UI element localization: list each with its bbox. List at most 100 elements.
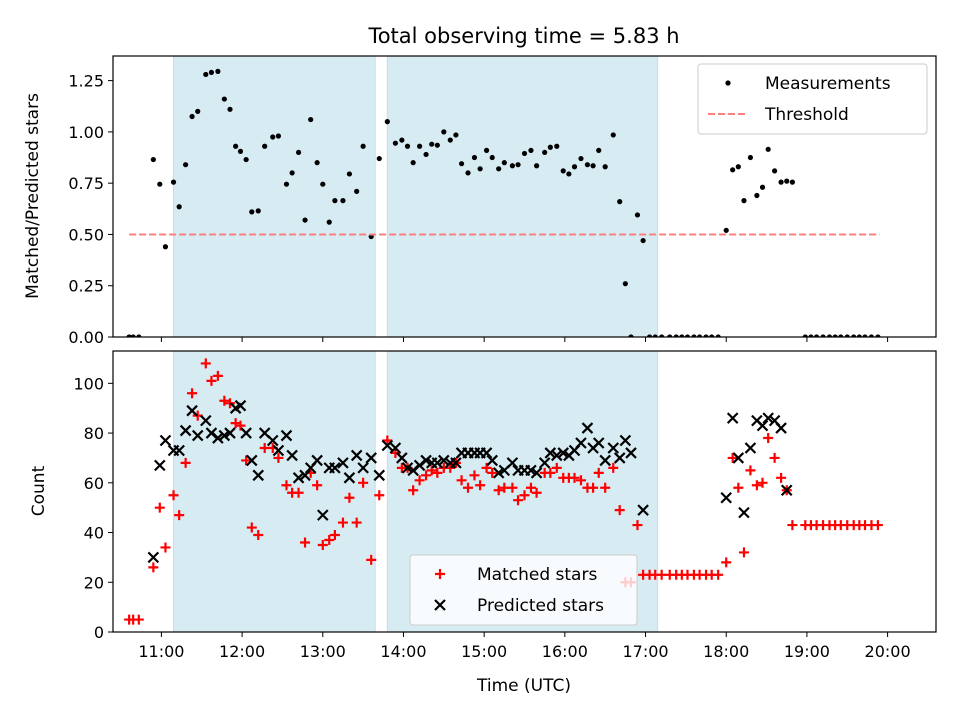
bottom-y-tick-label: 60 [84,474,104,493]
matched-star-marker [300,537,311,548]
measurement-point [314,160,320,166]
measurement-point [602,164,608,170]
top-axes-frame [112,55,937,338]
matched-star-marker [212,370,223,381]
measurement-point [289,170,295,176]
measurement-point [262,143,268,149]
predicted-star-marker [486,454,499,467]
measurement-point [542,149,548,156]
top-legend-box [697,63,928,135]
predicted-star-marker [299,469,311,482]
measurement-point [295,149,302,156]
predicted-star-marker [240,427,252,439]
predicted-star-marker [154,459,166,472]
predicted-star-marker [431,457,444,469]
measurement-point [521,150,528,157]
measurement-point [778,179,784,185]
measurement-point [566,171,572,177]
x-tick-label: 16:00 [542,642,588,661]
matched-star-marker [351,517,362,528]
top-y-axis-label: Matched/Predicted stars [23,93,43,299]
measurement-point [434,142,440,148]
bottom-legend: Matched stars Predicted stars [409,554,638,626]
measurement-point [730,167,736,173]
bottom-y-tick-label: 100 [73,374,104,393]
matched-star-marker [608,462,619,473]
measurement-point [735,164,741,170]
measurement-point [170,179,177,185]
matched-star-marker [493,485,504,496]
measurement-point [808,334,814,337]
bottom-y-axis-label: Count [29,465,49,516]
top-y-tick-label: 0.50 [68,225,104,244]
measurement-point [477,166,483,172]
measurement-point [802,334,808,337]
predicted-star-marker [438,454,450,467]
bottom-y-tick-label: 20 [84,573,104,592]
predicted-star-marker [544,447,557,459]
matched-star-marker [525,482,536,493]
measurement-point [326,219,332,225]
measurement-point [392,140,399,146]
predicted-star-marker [365,452,377,464]
predicted-star-marker [329,462,341,474]
measurement-point [489,154,495,161]
measurement-point [150,156,156,163]
predicted-star-marker [357,462,369,474]
x-tick-label: 11:00 [138,642,184,661]
predicted-star-marker [720,491,732,504]
predicted-star-marker [272,444,285,457]
matched-star-marker [390,447,401,458]
top-chart-title: Total observing time = 5.83 h [367,24,679,48]
x-tick-label: 18:00 [703,642,749,661]
matched-star-marker [733,482,744,493]
measurement-point [617,199,623,205]
matched-star-marker [531,487,542,498]
legend-label: Threshold [764,105,849,125]
measurement-point [302,217,308,223]
measurement-point [667,334,673,337]
bottom-plot-area: 0 20 40 60 80 100 11:00 12:00 13:00 14:00 15:00 16:… [73,350,937,661]
measurement-point [826,334,833,337]
measurement-point [715,334,721,337]
predicted-star-marker [575,437,587,449]
matched-star-marker [432,467,443,478]
matched-star-marker [776,472,787,483]
matched-star-marker [219,395,230,406]
matched-star-marker [312,480,323,491]
matched-star-marker [206,375,217,386]
measurement-point [227,106,233,112]
measurement-point [233,143,239,149]
measurement-point [628,334,634,337]
matched-star-marker [246,522,257,533]
predicted-star-marker [530,467,543,479]
matched-star-marker [200,358,211,369]
measurement-point [465,170,471,176]
matched-star-marker [757,477,768,488]
predicted-star-marker [637,504,649,516]
measurement-point [515,162,521,168]
predicted-star-marker [738,506,750,519]
predicted-star-marker [234,399,247,412]
matched-star-marker [513,495,524,506]
matched-star-marker [168,490,179,501]
predicted-star-marker [343,472,356,484]
predicted-star-marker [732,452,745,464]
measurement-point [868,334,875,337]
measurement-point [547,144,553,150]
measurement-point [723,227,729,233]
measurement-point [622,281,628,287]
matched-star-marker [382,435,393,446]
legend-label: Matched stars [477,565,597,585]
measurement-point [215,68,221,74]
matched-star-marker [872,520,883,531]
x-tick-label: 12:00 [219,642,265,661]
matched-star-marker [187,388,198,399]
matched-star-marker [551,462,562,473]
measurement-point [534,163,540,169]
measurement-point [560,168,566,174]
matched-star-marker [745,465,756,476]
measurement-point [496,166,502,172]
matched-star-marker [600,482,611,493]
